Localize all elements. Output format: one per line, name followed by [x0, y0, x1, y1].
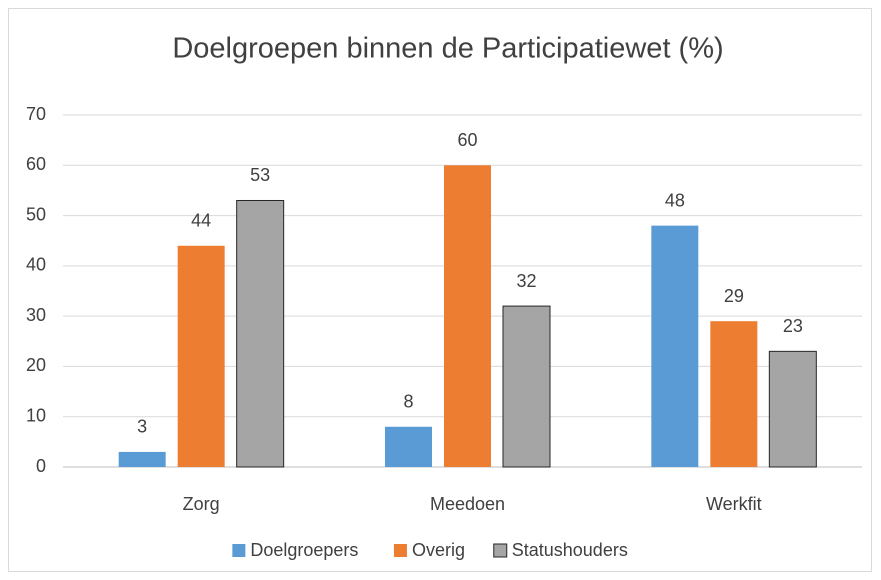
legend-swatch [232, 544, 246, 557]
bar [651, 225, 699, 467]
y-tick-label: 60 [26, 154, 46, 174]
x-tick-label: Zorg [183, 494, 220, 514]
y-tick-label: 30 [26, 305, 46, 325]
y-tick-label: 50 [26, 204, 46, 224]
x-tick-label: Werkfit [706, 494, 762, 514]
bar [118, 451, 166, 467]
data-label: 8 [403, 392, 413, 412]
bar [768, 350, 817, 468]
y-tick-label: 20 [26, 355, 46, 375]
data-label: 29 [724, 286, 744, 306]
bar [236, 199, 285, 468]
data-label: 60 [457, 130, 477, 150]
bar [385, 426, 432, 467]
legend-swatch [393, 544, 407, 557]
bar [444, 165, 491, 468]
bar [710, 321, 758, 467]
legend-label: Statushouders [512, 540, 628, 560]
data-label: 44 [191, 210, 211, 230]
data-label: 32 [516, 271, 536, 291]
y-tick-label: 40 [26, 255, 46, 275]
chart-border [8, 8, 872, 572]
legend-label: Doelgroepers [250, 540, 358, 560]
y-tick-label: 10 [26, 405, 46, 425]
bar [502, 305, 551, 468]
legend-swatch [493, 543, 508, 558]
data-label: 53 [250, 165, 270, 185]
x-tick-label: Meedoen [430, 494, 505, 514]
data-label: 3 [137, 417, 147, 437]
y-tick-label: 0 [36, 456, 46, 476]
legend-label: Overig [412, 540, 465, 560]
data-label: 48 [665, 190, 685, 210]
bar [177, 245, 225, 467]
data-label: 23 [783, 316, 803, 336]
chart-title: Doelgroepen binnen de Participatiewet (%… [172, 33, 723, 65]
y-tick-label: 70 [26, 104, 46, 124]
